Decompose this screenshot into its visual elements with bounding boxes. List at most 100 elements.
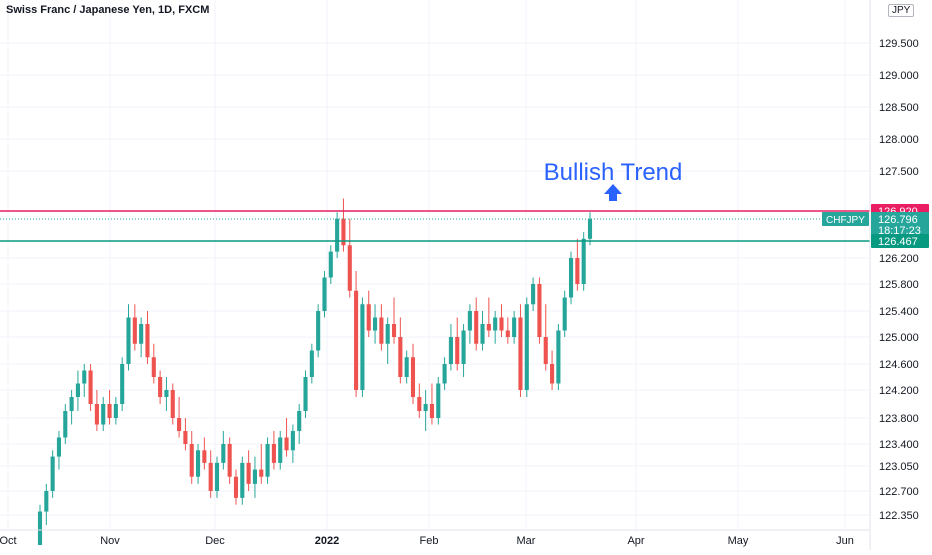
candle-body bbox=[252, 469, 257, 484]
candle-body bbox=[233, 476, 239, 498]
candle-body bbox=[512, 317, 517, 337]
candle-body bbox=[202, 450, 207, 463]
candle bbox=[63, 404, 68, 444]
candle-body bbox=[518, 317, 523, 390]
candle-body bbox=[56, 437, 62, 457]
chart-title: Swiss Franc / Japanese Yen, 1D, FXCM bbox=[6, 4, 210, 16]
candle bbox=[177, 397, 182, 438]
candle-body bbox=[145, 324, 150, 358]
candle bbox=[132, 304, 137, 351]
candle-body bbox=[151, 357, 156, 377]
y-tick-label: 129.500 bbox=[879, 38, 919, 50]
candle-body bbox=[132, 317, 137, 344]
candle-body bbox=[259, 469, 264, 477]
candle-body bbox=[113, 404, 118, 418]
candle-body bbox=[63, 411, 68, 438]
candle-body bbox=[88, 370, 93, 404]
candle bbox=[227, 437, 232, 484]
candle bbox=[436, 377, 441, 425]
candle bbox=[202, 437, 207, 470]
support-price-label-text: 126.467 bbox=[878, 236, 918, 248]
candle-body bbox=[398, 337, 403, 377]
candle-body bbox=[309, 350, 314, 377]
candle bbox=[550, 350, 555, 390]
candle bbox=[309, 343, 314, 384]
candle bbox=[221, 431, 226, 470]
candle bbox=[518, 304, 523, 397]
candle bbox=[94, 390, 99, 431]
candle-body bbox=[290, 431, 295, 451]
support-price-label: 126.467 bbox=[871, 234, 929, 248]
y-tick-label: 123.400 bbox=[879, 439, 919, 451]
candle bbox=[480, 311, 485, 351]
candle bbox=[107, 390, 112, 425]
y-tick-label: 126.200 bbox=[879, 253, 919, 265]
y-tick-label: 122.350 bbox=[879, 510, 919, 522]
candle-body bbox=[493, 317, 498, 331]
y-tick-label: 125.400 bbox=[879, 306, 919, 318]
candle bbox=[524, 297, 529, 397]
candle-body bbox=[556, 330, 561, 384]
candle bbox=[410, 343, 416, 404]
candle-body bbox=[37, 511, 43, 545]
y-tick-label: 124.600 bbox=[879, 359, 919, 371]
candle bbox=[82, 364, 87, 397]
currency-badge[interactable]: JPY bbox=[888, 4, 915, 17]
candle-body bbox=[183, 431, 188, 444]
candle-body bbox=[322, 277, 327, 311]
x-tick-label: Jun bbox=[836, 535, 854, 547]
candle bbox=[44, 483, 49, 525]
candle bbox=[284, 418, 289, 457]
candle-body bbox=[474, 311, 479, 344]
y-tick-label: 122.700 bbox=[879, 486, 919, 498]
y-tick-label: 125.800 bbox=[879, 279, 919, 291]
x-axis-ticks: Oct Nov Dec 2022 Feb Mar Apr May Jun bbox=[0, 535, 854, 547]
candle-body bbox=[335, 218, 340, 252]
candle-body bbox=[442, 364, 447, 384]
candle-body bbox=[467, 311, 472, 331]
candle bbox=[195, 444, 201, 484]
candle-body bbox=[461, 330, 466, 364]
candle-body bbox=[94, 404, 99, 425]
candle-body bbox=[568, 258, 574, 298]
candle bbox=[56, 431, 62, 470]
gridlines bbox=[0, 0, 870, 530]
candle-body bbox=[480, 324, 485, 344]
candle-body bbox=[436, 383, 441, 418]
candles bbox=[37, 198, 593, 545]
y-tick-label: 123.800 bbox=[879, 413, 919, 425]
candle bbox=[347, 218, 352, 298]
candle-body bbox=[404, 357, 409, 377]
x-tick-label: Dec bbox=[205, 535, 225, 547]
candle-body bbox=[537, 284, 542, 337]
candle-body bbox=[284, 437, 289, 451]
candle bbox=[170, 383, 175, 425]
candle bbox=[448, 324, 453, 371]
candle bbox=[537, 277, 542, 344]
candle-body bbox=[139, 324, 144, 344]
candle-body bbox=[214, 462, 220, 491]
candle-body bbox=[246, 462, 251, 484]
current-price-label-text: 126.796 bbox=[878, 214, 918, 226]
candle bbox=[335, 212, 340, 258]
candle bbox=[442, 357, 447, 390]
candle bbox=[486, 297, 491, 337]
candle bbox=[259, 444, 264, 484]
candle-body bbox=[347, 245, 352, 291]
candle-body bbox=[550, 364, 555, 384]
candle bbox=[297, 404, 302, 444]
x-tick-label: Feb bbox=[420, 535, 439, 547]
candle bbox=[429, 383, 435, 425]
candle bbox=[69, 390, 74, 425]
x-tick-label: 2022 bbox=[315, 535, 339, 547]
candle bbox=[151, 343, 156, 384]
candle-body bbox=[354, 290, 359, 390]
candle-body bbox=[69, 397, 74, 411]
candle-body bbox=[44, 491, 49, 512]
candle bbox=[467, 304, 472, 344]
candle-body bbox=[221, 444, 226, 463]
candle bbox=[278, 431, 283, 470]
candle bbox=[37, 504, 43, 545]
